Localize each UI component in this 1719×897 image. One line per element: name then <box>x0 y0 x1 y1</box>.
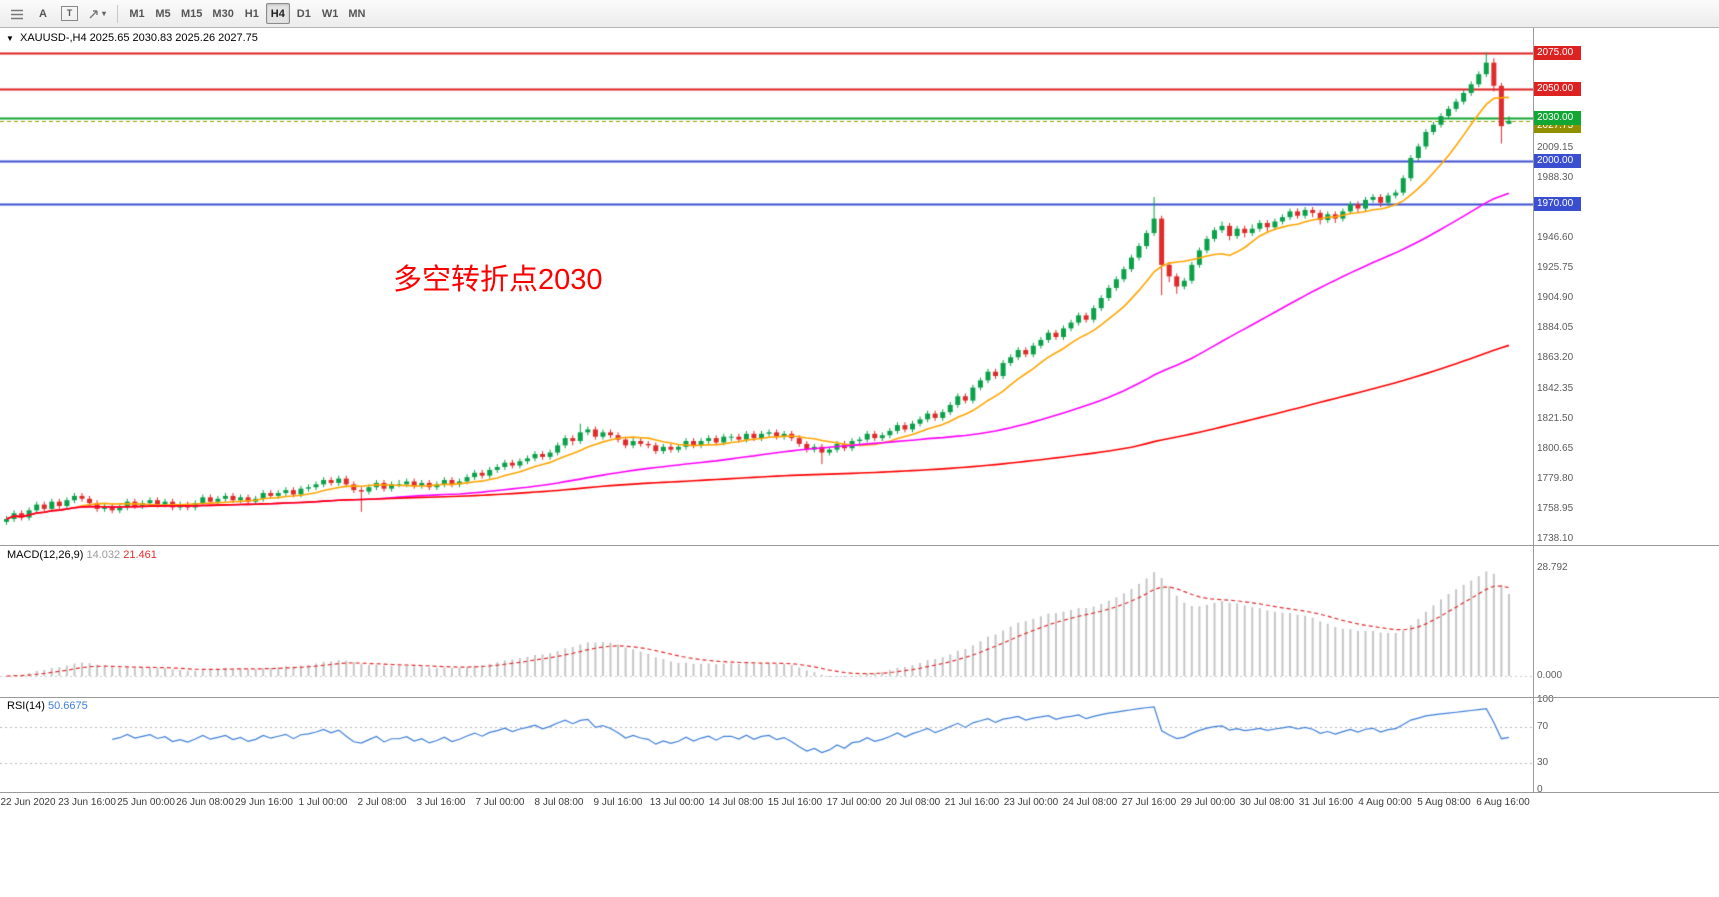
time-axis-label: 26 Jun 08:00 <box>176 797 234 808</box>
price-level-badge-2000.00: 2000.00 <box>1534 153 1581 168</box>
time-axis-label: 29 Jun 16:00 <box>235 797 293 808</box>
timeframe-button-d1[interactable]: D1 <box>292 3 316 24</box>
time-axis-label: 23 Jun 16:00 <box>58 797 116 808</box>
time-axis-label: 30 Jul 08:00 <box>1239 797 1295 808</box>
time-axis-label: 1 Jul 00:00 <box>298 797 348 808</box>
time-axis-label: 6 Aug 16:00 <box>1476 797 1530 808</box>
price-axis-label: 1842.35 <box>1537 382 1574 394</box>
chevron-down-icon: ▾ <box>102 9 107 18</box>
price-axis-label: 1821.50 <box>1537 412 1574 424</box>
symbol-title: XAUUSD-,H4 <box>19 32 87 44</box>
pane-separator[interactable] <box>0 697 1719 698</box>
symbol-ohlc: 2025.65 2030.83 2025.26 2027.75 <box>89 32 258 44</box>
time-axis-label: 3 Jul 16:00 <box>416 797 466 808</box>
rsi-value: 50.6675 <box>47 700 88 712</box>
time-axis-label: 15 Jul 16:00 <box>767 797 823 808</box>
text-label-icon: T <box>61 6 78 21</box>
rsi-scale-label: 70 <box>1537 721 1549 732</box>
price-axis-label: 1779.80 <box>1537 472 1574 484</box>
timeframe-button-m1[interactable]: M1 <box>125 3 149 24</box>
rsi-label: RSI(14) 50.6675 <box>7 700 88 712</box>
macd-scale-label: 0.000 <box>1537 670 1563 681</box>
chart-window: ▼ XAUUSD-,H4 2025.65 2030.83 2025.26 202… <box>0 28 1719 897</box>
price-level-badge-2030.00: 2030.00 <box>1534 110 1581 125</box>
timeframe-toolbar: M1 M5 M15 M30 H1 H4 D1 W1 MN <box>124 3 370 24</box>
toolbar-separator <box>117 4 119 23</box>
price-axis-label: 1884.05 <box>1537 322 1574 334</box>
time-axis-label: 27 Jul 16:00 <box>1121 797 1177 808</box>
time-axis-label: 22 Jun 2020 <box>0 797 56 808</box>
price-level-badge-1970.00: 1970.00 <box>1534 197 1581 212</box>
timeframe-button-m15[interactable]: M15 <box>177 3 206 24</box>
macd-value-signal: 21.461 <box>123 549 157 561</box>
timeframe-button-w1[interactable]: W1 <box>318 3 343 24</box>
timeframe-button-m30[interactable]: M30 <box>208 3 237 24</box>
price-axis-label: 2009.15 <box>1537 141 1574 153</box>
rsi-name: RSI(14) <box>7 700 45 712</box>
time-axis-label: 4 Aug 00:00 <box>1358 797 1412 808</box>
time-axis-label: 25 Jun 00:00 <box>117 797 175 808</box>
arrow-icon <box>89 9 98 18</box>
time-axis-label: 29 Jul 00:00 <box>1180 797 1236 808</box>
symbol-info: ▼ XAUUSD-,H4 2025.65 2030.83 2025.26 202… <box>6 32 258 44</box>
text-label-tool-button[interactable]: T <box>57 3 82 24</box>
rsi-scale-label: 100 <box>1537 694 1554 705</box>
price-scale-separator <box>1533 28 1534 792</box>
time-axis-label: 5 Aug 08:00 <box>1417 797 1471 808</box>
time-axis-label: 20 Jul 08:00 <box>885 797 941 808</box>
toolbar: A T ▾ M1 M5 M15 M30 H1 H4 D1 W1 MN <box>0 0 1719 28</box>
time-axis-label: 9 Jul 16:00 <box>593 797 643 808</box>
timeframe-button-mn[interactable]: MN <box>344 3 369 24</box>
price-level-badge-2050.00: 2050.00 <box>1534 81 1581 96</box>
price-axis-label: 1988.30 <box>1537 171 1574 183</box>
price-level-badge-2075.00: 2075.00 <box>1534 45 1581 60</box>
chart-annotation[interactable]: 多空转折点2030 <box>393 264 603 296</box>
macd-value-main: 14.032 <box>86 549 121 561</box>
time-axis-label: 17 Jul 00:00 <box>826 797 882 808</box>
timeframe-button-h4[interactable]: H4 <box>265 3 290 24</box>
time-axis-label: 23 Jul 00:00 <box>1003 797 1059 808</box>
pane-separator <box>0 792 1719 793</box>
text-tool-label: A <box>39 7 47 20</box>
timeframe-button-m5[interactable]: M5 <box>151 3 175 24</box>
text-tool-button[interactable]: A <box>31 3 55 24</box>
macd-scale-label: 28.792 <box>1537 562 1568 573</box>
price-axis-label: 1904.90 <box>1537 292 1574 304</box>
price-chart-canvas[interactable] <box>0 28 1533 792</box>
time-axis-label: 7 Jul 00:00 <box>475 797 525 808</box>
time-axis-label: 14 Jul 08:00 <box>708 797 764 808</box>
price-axis-label: 1863.20 <box>1537 352 1574 364</box>
rsi-scale-label: 30 <box>1537 757 1549 768</box>
pane-separator[interactable] <box>0 545 1719 546</box>
time-axis-label: 21 Jul 16:00 <box>944 797 1000 808</box>
price-axis-label: 1946.60 <box>1537 231 1574 243</box>
arrows-tool-button[interactable]: ▾ <box>84 3 110 24</box>
price-axis-label: 1758.95 <box>1537 502 1574 514</box>
time-axis-label: 24 Jul 08:00 <box>1062 797 1118 808</box>
rsi-scale-label: 0 <box>1537 784 1543 795</box>
line-studies-button[interactable] <box>5 3 29 24</box>
price-axis-label: 1800.65 <box>1537 442 1574 454</box>
symbol-dropdown-icon[interactable]: ▼ <box>6 34 14 43</box>
lines-icon <box>11 9 23 19</box>
time-axis-label: 13 Jul 00:00 <box>649 797 705 808</box>
price-axis-label: 1738.10 <box>1537 533 1574 545</box>
time-axis-label: 2 Jul 08:00 <box>357 797 407 808</box>
macd-name: MACD(12,26,9) <box>7 549 84 561</box>
price-axis-label: 1925.75 <box>1537 262 1574 274</box>
time-axis-label: 31 Jul 16:00 <box>1298 797 1354 808</box>
time-axis-label: 8 Jul 08:00 <box>534 797 584 808</box>
timeframe-button-h1[interactable]: H1 <box>240 3 264 24</box>
macd-label: MACD(12,26,9) 14.032 21.461 <box>7 549 157 561</box>
